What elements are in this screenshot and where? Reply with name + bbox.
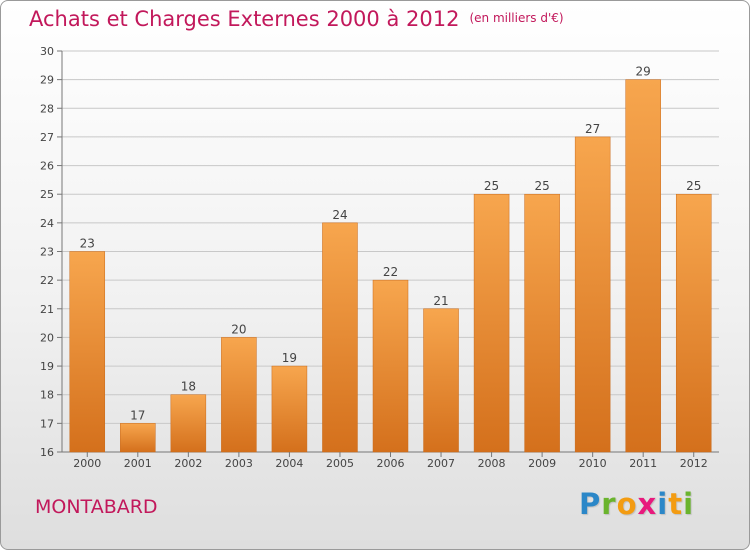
x-tick-label: 2010 [579, 457, 607, 470]
bar [322, 222, 358, 453]
bar [69, 251, 106, 453]
chart-title: Achats et Charges Externes 2000 à 2012 (e… [29, 7, 564, 31]
y-tick-label: 22 [40, 274, 54, 287]
x-tick-label: 2001 [124, 457, 152, 470]
x-tick-label: 2000 [73, 457, 101, 470]
data-label: 22 [383, 265, 398, 279]
logo-letter: t [668, 487, 684, 521]
y-tick-label: 17 [40, 417, 54, 430]
y-tick-label: 30 [40, 45, 54, 58]
x-tick-label: 2003 [225, 457, 253, 470]
bar [675, 193, 712, 453]
bar [271, 365, 308, 453]
bar [221, 337, 257, 453]
data-label: 19 [282, 351, 297, 365]
y-tick-label: 19 [40, 360, 54, 373]
proxiti-logo: Proxiti [579, 487, 694, 521]
x-tick-label: 2011 [629, 457, 657, 470]
x-tick-label: 2005 [326, 457, 354, 470]
x-tick-label: 2006 [377, 457, 405, 470]
y-tick-label: 23 [40, 246, 54, 259]
x-tick-label: 2009 [528, 457, 556, 470]
x-tick-label: 2002 [174, 457, 202, 470]
data-label: 17 [130, 408, 145, 422]
y-tick-label: 28 [40, 102, 54, 115]
y-tick-label: 20 [40, 331, 54, 344]
logo-letter: i [683, 487, 695, 521]
data-label: 25 [534, 179, 549, 193]
x-tick-label: 2007 [427, 457, 455, 470]
bar [170, 394, 207, 453]
y-tick-label: 24 [40, 217, 54, 230]
data-label: 29 [636, 65, 651, 79]
data-label: 23 [80, 237, 95, 251]
logo-letter: x [637, 487, 658, 521]
data-label: 20 [231, 322, 246, 336]
x-tick-label: 2012 [680, 457, 708, 470]
y-tick-label: 29 [40, 74, 54, 87]
chart-unit-label: (en milliers d'€) [469, 11, 564, 25]
logo-letter: o [616, 487, 638, 521]
data-label: 25 [484, 179, 499, 193]
y-tick-label: 27 [40, 131, 54, 144]
bar [625, 79, 661, 453]
x-tick-label: 2004 [275, 457, 303, 470]
data-label: 27 [585, 122, 600, 136]
logo-letter: P [579, 487, 602, 521]
bar [120, 423, 156, 453]
data-label: 25 [686, 179, 701, 193]
data-label: 21 [433, 294, 448, 308]
y-tick-label: 25 [40, 188, 54, 201]
bar [524, 193, 560, 453]
bar [574, 136, 611, 453]
data-label: 18 [181, 380, 196, 394]
chart-title-text: Achats et Charges Externes 2000 à 2012 [29, 7, 460, 31]
x-tick-label: 2008 [478, 457, 506, 470]
y-tick-label: 21 [40, 303, 54, 316]
logo-letter: r [601, 487, 617, 521]
bar [423, 308, 459, 453]
logo-letter: i [657, 487, 669, 521]
y-tick-label: 18 [40, 389, 54, 402]
y-tick-label: 26 [40, 160, 54, 173]
bar [473, 193, 510, 453]
bar [372, 279, 409, 453]
y-tick-label: 16 [40, 446, 54, 459]
data-label: 24 [332, 208, 347, 222]
place-name: MONTABARD [35, 496, 158, 518]
